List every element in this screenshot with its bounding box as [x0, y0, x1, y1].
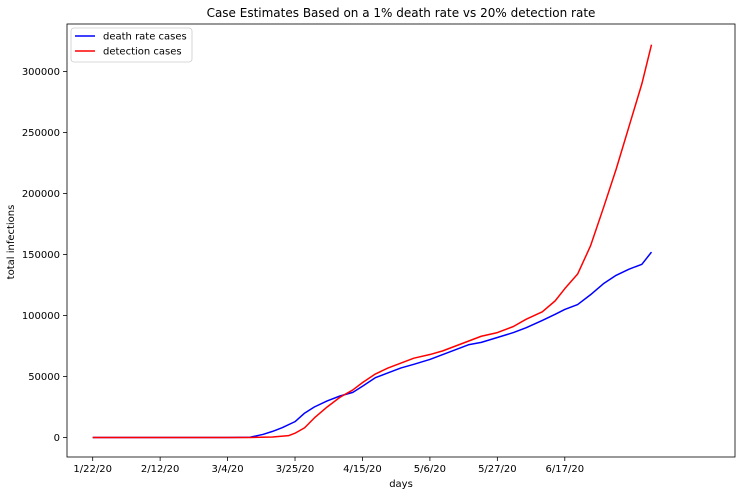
- x-tick-label-7: 5/27/20: [478, 464, 517, 475]
- y-tick-label-6: 250000: [22, 128, 60, 139]
- y-tick-label-5: 200000: [22, 189, 60, 200]
- series-line-1: [92, 251, 653, 439]
- x-tick-label-2: 2/12/20: [141, 464, 180, 475]
- y-tick-label-1: 0: [54, 433, 60, 444]
- y-tick-label-2: 50000: [28, 372, 60, 383]
- x-axis-label: days: [389, 479, 413, 490]
- legend-label-1: death rate cases: [103, 32, 187, 43]
- y-axis-label: total infections: [6, 205, 17, 280]
- x-tick-label-4: 3/25/20: [276, 464, 315, 475]
- y-axis: 0 50000 100000 150000 200000 250000 300000: [22, 67, 67, 444]
- y-tick-label-7: 300000: [22, 67, 60, 78]
- x-tick-label-8: 6/17/20: [546, 464, 585, 475]
- y-tick-label-3: 100000: [22, 311, 60, 322]
- plot-area: [66, 23, 736, 458]
- x-tick-label-1: 1/22/20: [73, 464, 112, 475]
- series-line-2: [92, 44, 653, 439]
- y-tick-label-4: 150000: [22, 250, 60, 261]
- legend-label-2: detection cases: [103, 47, 182, 58]
- legend: death rate cases detection cases: [70, 27, 193, 63]
- x-tick-label-6: 5/6/20: [414, 464, 446, 475]
- x-tick-label-5: 4/15/20: [343, 464, 382, 475]
- x-axis: 1/22/20 2/12/20 3/4/20 3/25/20 4/15/20 5/6/20…: [73, 457, 584, 475]
- chart-title: Case Estimates Based on a 1% death rate …: [207, 6, 596, 20]
- legend-box: [70, 27, 193, 63]
- x-tick-label-3: 3/4/20: [211, 464, 243, 475]
- plot-frame: [66, 23, 736, 458]
